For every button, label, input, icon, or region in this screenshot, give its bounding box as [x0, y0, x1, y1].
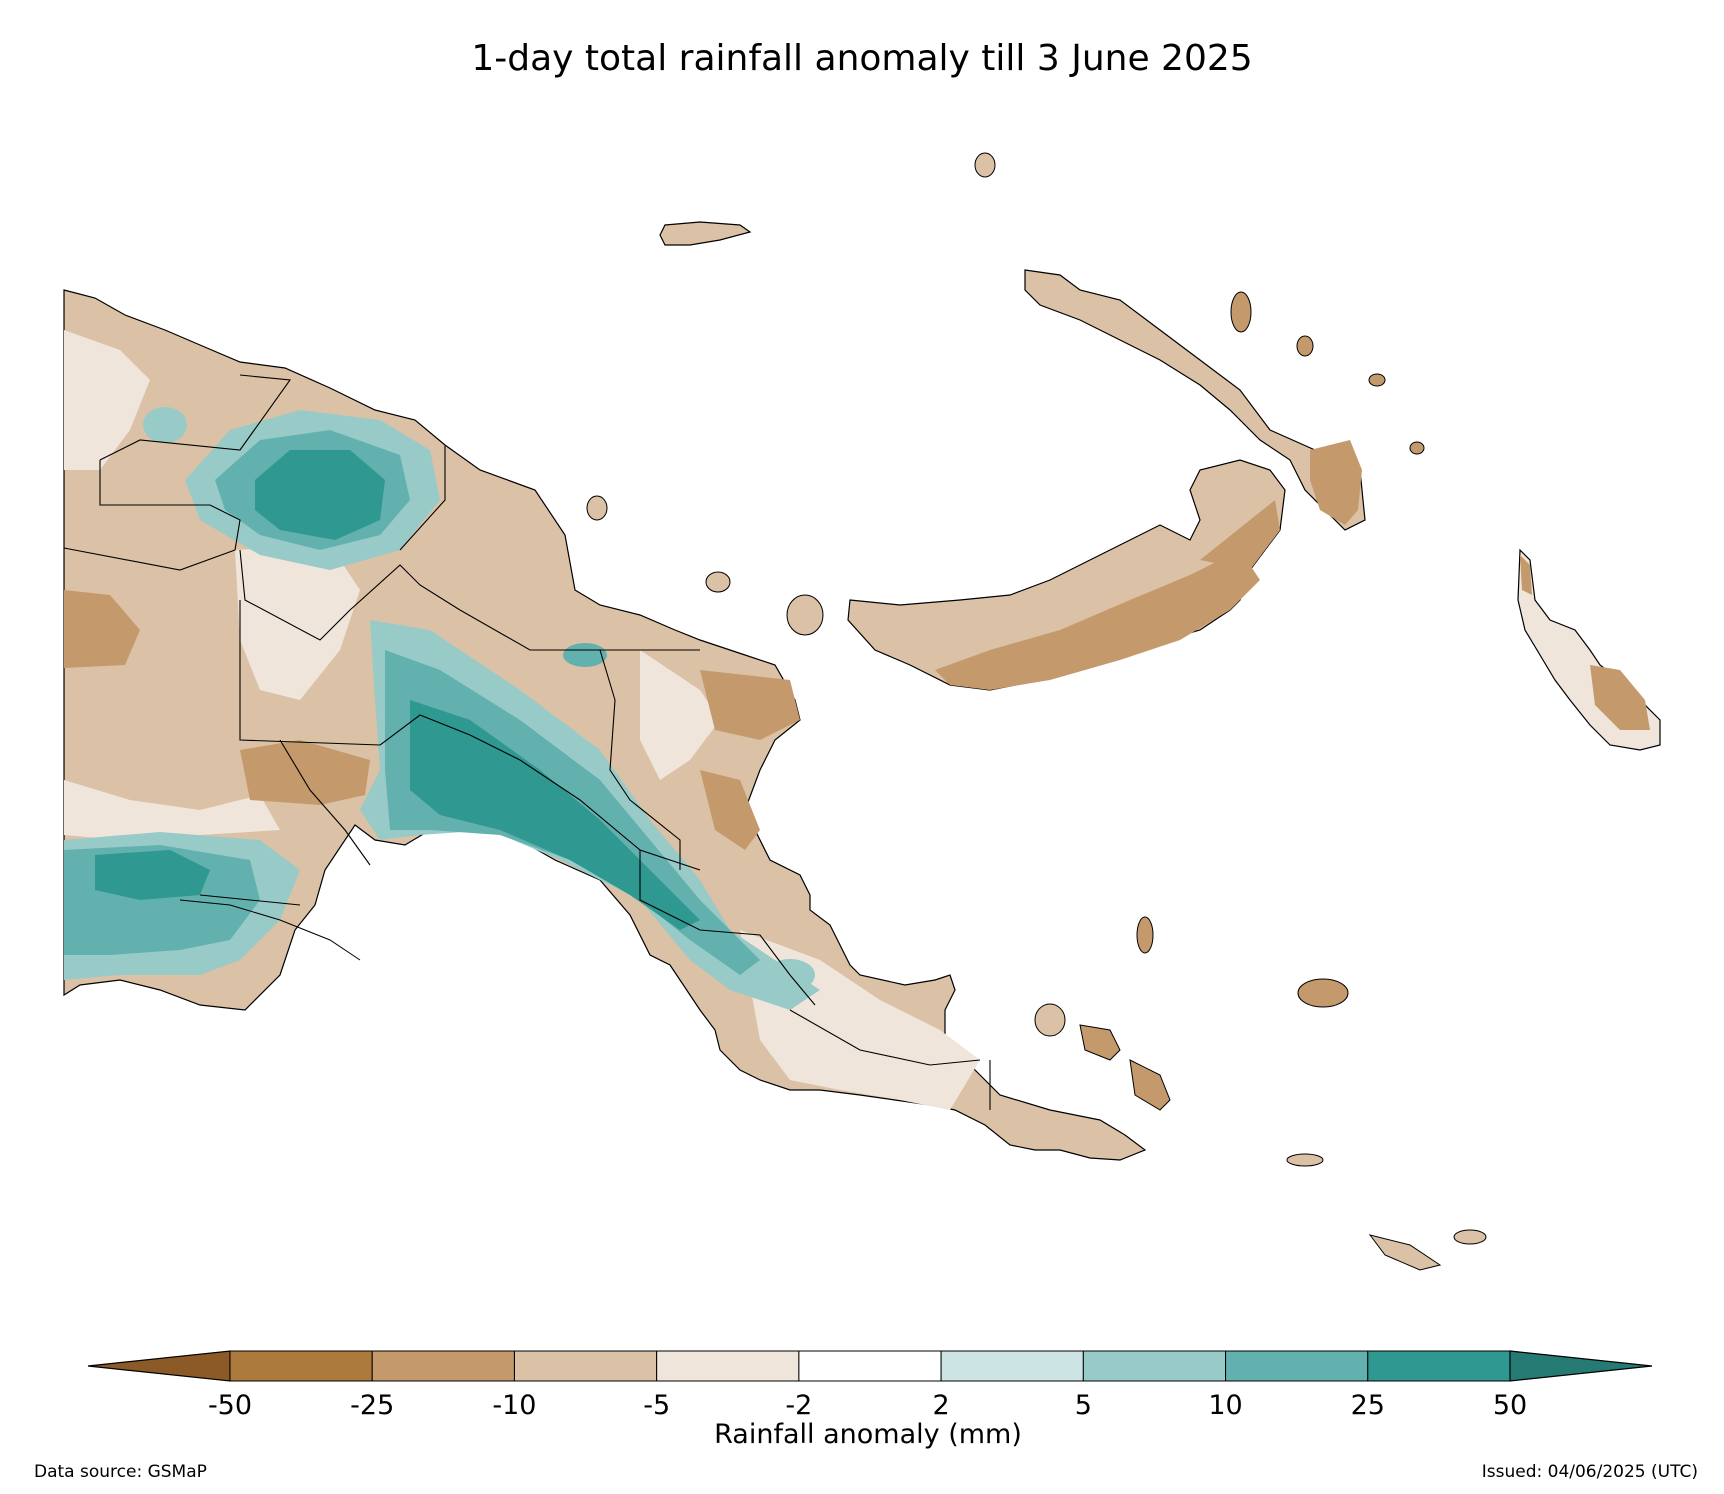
colorbar-bin [513, 1350, 658, 1382]
wet-zone-southwest-core [95, 850, 210, 900]
new-ireland [1024, 269, 1366, 531]
pale-zone-south [64, 780, 280, 840]
pale-zone-central [235, 545, 360, 700]
colorbar-tick-label: -50 [208, 1390, 252, 1421]
new-britain [847, 459, 1286, 691]
colorbar-tick-label: -10 [492, 1390, 536, 1421]
colorbar-bin [940, 1350, 1084, 1382]
colorbar-tick-label: 25 [1351, 1390, 1385, 1421]
colorbar-extend-low [87, 1350, 231, 1382]
new-ireland-dark [1310, 440, 1362, 525]
colorbar-bin [371, 1350, 515, 1382]
data-source-note: Data source: GSMaP [34, 1462, 207, 1482]
manus-island [659, 221, 752, 246]
wet-zone-central-core [410, 700, 700, 930]
colorbar-label: Rainfall anomaly (mm) [714, 1419, 1022, 1450]
map-title: 1-day total rainfall anomaly till 3 June… [471, 38, 1253, 79]
small-islands [586, 152, 1487, 1271]
bougainville-dark-north [1520, 555, 1532, 595]
pale-zone-east [640, 650, 720, 780]
colorbar-tick-label: 5 [1075, 1390, 1092, 1421]
bougainville [1517, 548, 1661, 751]
colorbar-bin [798, 1350, 942, 1382]
colorbar-tick-label: -2 [785, 1390, 812, 1421]
new-britain-dark-east [1200, 500, 1280, 570]
province-borders [63, 374, 991, 1110]
wet-patch-northwest [143, 407, 187, 443]
colorbar-bins [87, 1350, 1653, 1382]
colorbar-tick-label: 10 [1208, 1390, 1242, 1421]
colorbar-tick-label: 50 [1493, 1390, 1527, 1421]
new-britain-dark [935, 550, 1260, 690]
bougainville-dark [1590, 665, 1650, 730]
wet-patch-ridge [563, 643, 607, 667]
mainland [63, 289, 1147, 1161]
colorbar-bin [656, 1350, 800, 1382]
wet-zone-north-core [255, 450, 385, 540]
colorbar-tick-label: 2 [933, 1390, 950, 1421]
colorbar-tick-label: -25 [350, 1390, 394, 1421]
rivers [179, 894, 361, 961]
brown-zone-west [64, 590, 140, 668]
brown-zone-east [700, 670, 800, 740]
colorbar-bin [1225, 1350, 1369, 1382]
colorbar-extend-high [1509, 1350, 1653, 1382]
brown-zone-coast [700, 770, 760, 850]
colorbar-ticks: -50 -25 -10 -5 -2 2 5 10 25 50 [208, 1390, 1527, 1421]
pale-zone-west [64, 330, 150, 470]
colorbar-bin [1367, 1350, 1511, 1382]
colorbar-bin [229, 1350, 373, 1382]
colorbar-bin [1082, 1350, 1227, 1382]
brown-zone-center [240, 740, 370, 805]
colorbar-tick-label: -5 [643, 1390, 670, 1421]
issued-date-note: Issued: 04/06/2025 (UTC) [1481, 1462, 1698, 1482]
